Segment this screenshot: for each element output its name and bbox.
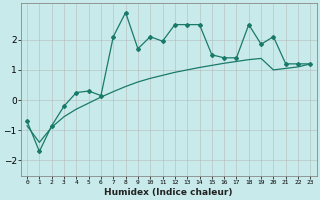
X-axis label: Humidex (Indice chaleur): Humidex (Indice chaleur) — [104, 188, 233, 197]
